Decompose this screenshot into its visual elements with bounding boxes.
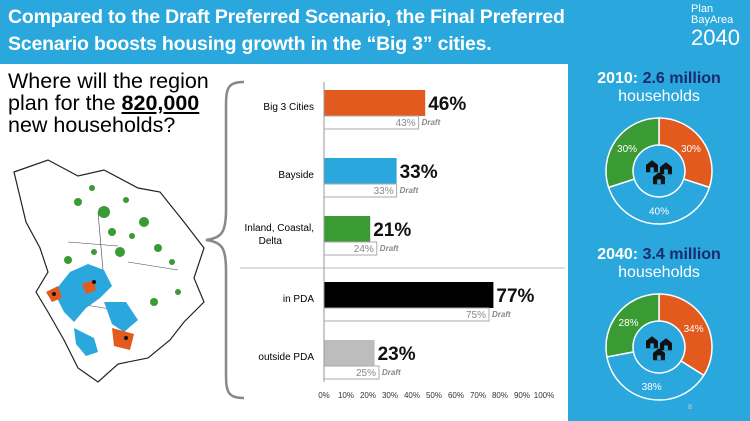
donut-chart-2040: 34% 38% 28% xyxy=(605,293,713,401)
households-count: 820,000 xyxy=(121,91,200,115)
plan-bay-area-logo: Plan BayArea 2040 xyxy=(691,4,740,49)
title-line-2: Scenario boosts housing growth in the “B… xyxy=(8,33,492,55)
donut-chart-2010: 30% 40% 30% xyxy=(605,117,713,225)
bar xyxy=(324,158,397,184)
stat-2010: 2010: 2.6 million households xyxy=(568,70,750,106)
x-tick-label: 20% xyxy=(360,391,376,400)
category-label: outside PDA xyxy=(258,352,314,363)
draft-tag: Draft xyxy=(492,310,511,319)
draft-value-label: 33% xyxy=(374,186,394,197)
donut-center xyxy=(634,322,684,372)
draft-value-label: 25% xyxy=(356,368,376,379)
stat-2040-unit: households xyxy=(618,264,700,281)
donut-center xyxy=(634,146,684,196)
draft-value-label: 24% xyxy=(354,244,374,255)
question-line-1: Where will the region xyxy=(8,69,209,93)
x-tick-label: 40% xyxy=(404,391,420,400)
bar xyxy=(324,282,494,308)
slice-label: 38% xyxy=(642,382,662,393)
donut-slice xyxy=(605,293,660,358)
stat-2040-year: 2040: xyxy=(597,246,639,263)
bar-value-label: 21% xyxy=(373,220,411,241)
donut-slice xyxy=(658,117,713,189)
curly-brace xyxy=(205,80,245,400)
x-tick-label: 100% xyxy=(534,391,554,400)
question-text: Where will the region plan for the 820,0… xyxy=(8,70,238,136)
bar-value-label: 23% xyxy=(378,344,416,365)
house-icon xyxy=(646,336,672,361)
logo-text-bayarea: BayArea xyxy=(691,14,734,26)
question-line-3: new households? xyxy=(8,113,176,137)
x-tick-label: 90% xyxy=(514,391,530,400)
x-tick-label: 10% xyxy=(338,391,354,400)
draft-bar xyxy=(323,307,490,322)
house-icon xyxy=(646,160,672,185)
slice-label: 30% xyxy=(681,144,701,155)
side-panel: 2010: 2.6 million households 30% 40% 30% 2… xyxy=(568,64,750,421)
logo-text-plan: Plan xyxy=(691,3,714,15)
draft-tag: Draft xyxy=(422,118,441,127)
category-label: Bayside xyxy=(278,170,314,181)
category-labels: Big 3 Cities Bayside Inland, Coastal, Del… xyxy=(245,102,315,363)
category-label: Inland, Coastal, Delta xyxy=(245,223,315,247)
donut-slice xyxy=(606,350,705,401)
slice-label: 28% xyxy=(619,318,639,329)
bar-value-label: 46% xyxy=(428,94,466,115)
stat-2040: 2040: 3.4 million households xyxy=(568,246,750,282)
x-tick-label: 30% xyxy=(382,391,398,400)
bar-chart: Big 3 Cities Bayside Inland, Coastal, Del… xyxy=(240,82,565,400)
bar-value-label: 33% xyxy=(400,162,438,183)
header-banner: Compared to the Draft Preferred Scenario… xyxy=(0,0,750,64)
bar-value-label: 77% xyxy=(496,286,534,307)
slice-label: 40% xyxy=(649,207,669,218)
bar xyxy=(324,340,375,366)
slice-label: 30% xyxy=(617,144,637,155)
donut-slice xyxy=(607,178,711,225)
draft-value-label: 43% xyxy=(396,118,416,129)
stat-2010-unit: households xyxy=(618,88,700,105)
title-line-1: Compared to the Draft Preferred Scenario… xyxy=(8,6,565,28)
stat-2010-year: 2010: xyxy=(597,70,639,87)
x-tick-label: 80% xyxy=(492,391,508,400)
page-number: 8 xyxy=(688,404,692,411)
slice-label: 34% xyxy=(684,324,704,335)
x-tick-label: 70% xyxy=(470,391,486,400)
category-label: Big 3 Cities xyxy=(263,102,314,113)
x-tick-label: 50% xyxy=(426,391,442,400)
category-label: in PDA xyxy=(283,294,314,305)
stat-2010-value: 2.6 million xyxy=(642,70,721,87)
draft-tag: Draft xyxy=(382,368,401,377)
stat-2040-value: 3.4 million xyxy=(642,246,721,263)
logo-text-year: 2040 xyxy=(691,25,740,50)
x-tick-label: 60% xyxy=(448,391,464,400)
draft-tag: Draft xyxy=(380,244,399,253)
bay-area-map xyxy=(13,159,205,383)
bar xyxy=(324,90,426,116)
donut-slice xyxy=(605,117,660,189)
question-line-2: plan for the xyxy=(8,91,122,115)
draft-tag: Draft xyxy=(400,186,419,195)
bar xyxy=(324,216,371,242)
draft-value-label: 75% xyxy=(466,310,486,321)
x-tick-label: 0% xyxy=(318,391,330,400)
donut-slice xyxy=(658,293,713,377)
